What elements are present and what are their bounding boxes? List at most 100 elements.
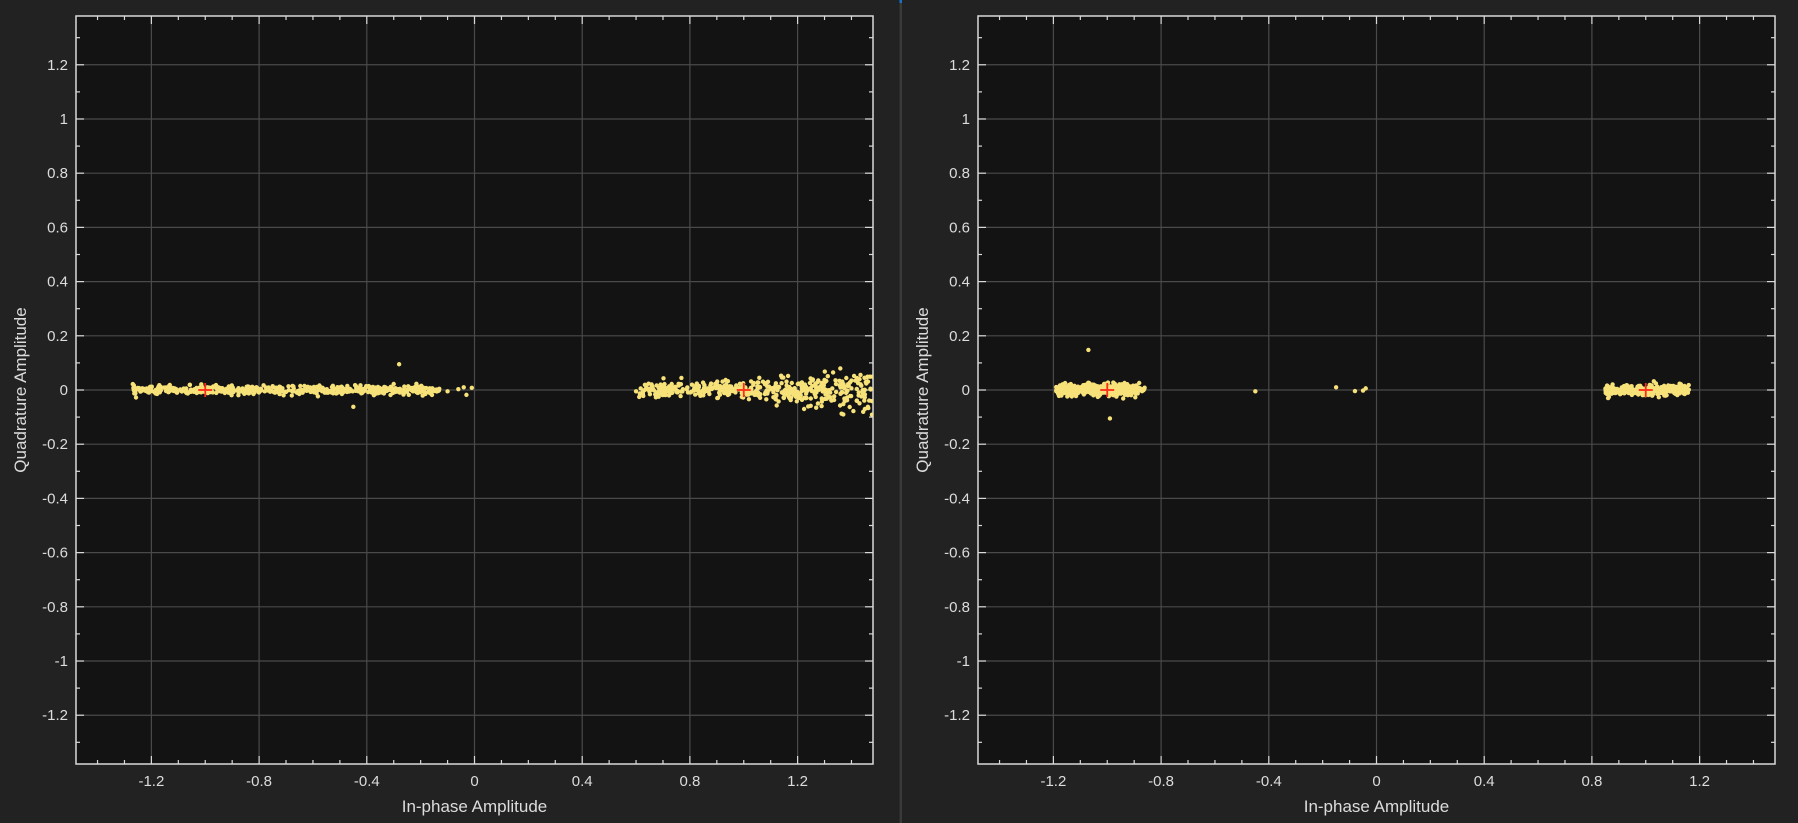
scatter-point (393, 389, 398, 395)
scatter-point (796, 395, 802, 401)
scatter-point-outlier (849, 378, 854, 383)
scatter-point (785, 373, 791, 379)
y-axis-title: Quadrature Amplitude (11, 307, 30, 472)
x-tick-label: 0.4 (572, 773, 593, 790)
scatter-point (263, 385, 269, 390)
scatter-point (658, 382, 663, 387)
reference-constellation-marker (1100, 383, 1115, 397)
scatter-point (833, 389, 839, 395)
scatter-point (187, 382, 192, 387)
scatter-point (267, 388, 272, 393)
y-tick-label: 0.4 (47, 274, 68, 291)
scatter-point (840, 390, 845, 395)
y-tick-label: -0.6 (42, 545, 68, 562)
scatter-point (172, 386, 177, 391)
reference-constellation-marker (1638, 383, 1653, 397)
y-tick-label: 1 (962, 111, 970, 128)
scatter-point (793, 389, 799, 394)
y-tick-label: -0.4 (42, 490, 68, 507)
scatter-point (865, 379, 871, 384)
scatter-point (428, 391, 433, 396)
x-tick-label: -0.4 (354, 773, 380, 790)
y-tick-label: 0.2 (47, 328, 68, 345)
scatter-point (725, 379, 731, 384)
scatter-point (229, 383, 234, 388)
scatter-point-outlier (1352, 388, 1358, 394)
scatter-point (311, 385, 317, 390)
scatter-point (822, 369, 827, 374)
scatter-point (422, 390, 427, 395)
constellation-chart-right[interactable]: -1.2 -0.8 -0.4 0 0.4 0.8 1.2 1.2 1 0.8 0.6 0.4 0.2 0 -… (902, 0, 1798, 823)
scatter-point (1606, 385, 1611, 390)
scatter-point (418, 384, 424, 389)
scatter-point (298, 383, 303, 389)
scatter-point (1055, 389, 1060, 394)
scatter-point-outlier (1086, 347, 1091, 353)
scatter-point (1121, 396, 1126, 401)
scatter-point (786, 387, 791, 393)
scatter-point (155, 386, 160, 391)
scatter-point (664, 388, 669, 394)
y-tick-label: -0.8 (944, 599, 970, 616)
scatter-point (796, 381, 801, 386)
scatter-point (1118, 391, 1124, 396)
scatter-point (685, 385, 690, 390)
scatter-point (837, 383, 842, 388)
scatter-point (813, 394, 818, 400)
scatter-point (1075, 389, 1080, 394)
scatter-point (700, 380, 706, 385)
scatter-point (183, 388, 188, 393)
scatter-point (854, 375, 860, 381)
scatter-point (822, 396, 828, 402)
scatter-point (1678, 385, 1683, 390)
scatter-point (167, 382, 172, 388)
scatter-point (709, 386, 715, 392)
axis-ticks (76, 16, 873, 764)
scatter-point (391, 381, 396, 387)
scatter-point (338, 389, 343, 395)
scatter-point (773, 381, 779, 386)
scatter-point (384, 386, 389, 392)
scatter-point (776, 385, 782, 390)
scatter-point (344, 389, 349, 394)
scatter-point (694, 388, 700, 393)
scatter-point (776, 399, 781, 404)
y-tick-label: 0.8 (47, 165, 68, 182)
x-tick-label: 0.8 (679, 773, 700, 790)
x-axis-title: In-phase Amplitude (402, 797, 548, 816)
scatter-point (839, 411, 844, 416)
panel-divider[interactable] (900, 0, 902, 823)
x-tick-label: 0.4 (1474, 773, 1495, 790)
scatter-point (843, 390, 849, 395)
scatter-point (1634, 391, 1640, 396)
scatter-point (167, 388, 172, 393)
scatter-point (413, 384, 418, 389)
scatter-point (653, 392, 658, 397)
grid (76, 16, 873, 764)
scatter-point (693, 392, 698, 397)
scatter-point (757, 385, 763, 390)
scatter-point (131, 385, 137, 390)
scatter-point (841, 383, 847, 389)
scatter-point (808, 386, 813, 391)
scatter-point (858, 382, 863, 387)
scatter-point (833, 381, 839, 387)
scatter-point (1127, 384, 1132, 389)
scatter-point (1111, 380, 1116, 385)
scatter-point (1664, 386, 1670, 392)
scatter-point (844, 375, 849, 381)
constellation-chart-left[interactable]: -1.2 -0.8 -0.4 0 0.4 0.8 1.2 1.2 1 0.8 0.6 0.4 0.2 0 -… (0, 0, 899, 823)
scatter-point (756, 390, 761, 395)
scatter-point (830, 386, 835, 391)
scatter-point (724, 382, 729, 387)
scatter-point (1604, 391, 1609, 396)
scatter-point (329, 384, 335, 390)
scatter-point (801, 406, 807, 412)
scatter-point (1083, 390, 1089, 395)
scatter-point (715, 395, 721, 400)
y-tick-label: 0.8 (949, 165, 970, 182)
y-tick-label: -0.2 (42, 436, 68, 453)
scatter-point (725, 392, 731, 398)
scatter-point (1650, 393, 1655, 398)
scatter-point (748, 379, 754, 384)
